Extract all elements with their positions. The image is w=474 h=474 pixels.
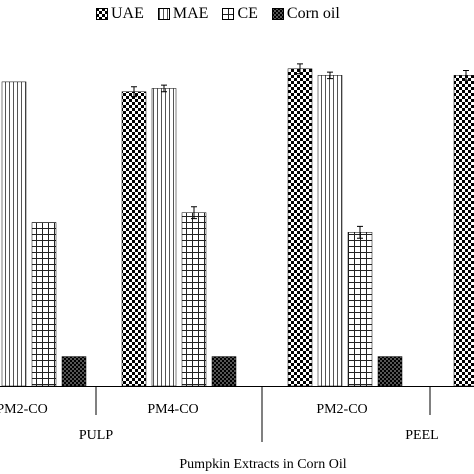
bar-corn-oil-1 xyxy=(211,356,237,387)
bar-uae-1 xyxy=(121,91,147,387)
error-bar xyxy=(191,206,197,220)
x-axis-title: Pumpkin Extracts in Corn Oil xyxy=(179,457,346,472)
legend-label: CE xyxy=(237,5,258,22)
legend-item-1: MAE xyxy=(157,5,209,23)
legend-item-3: Corn oil xyxy=(271,5,340,23)
bar-mae-1 xyxy=(151,88,177,387)
error-bar xyxy=(297,63,303,75)
legend: UAE MAE CE Corn oil xyxy=(96,3,354,25)
legend-label: UAE xyxy=(111,5,144,22)
bar-corn-oil-2 xyxy=(377,356,403,387)
legend-swatch xyxy=(271,8,284,20)
legend-label: MAE xyxy=(172,5,209,22)
bar-ce-0 xyxy=(31,222,57,387)
bar-mae-0 xyxy=(1,81,27,387)
legend-item-0: UAE xyxy=(96,5,144,23)
tick-label: PM4-CO xyxy=(147,402,198,417)
bar-uae-2 xyxy=(287,68,313,387)
tick-label: PM2-CO xyxy=(316,402,367,417)
tick-label: PM2-CO xyxy=(0,402,48,417)
outer-category-label: PULP xyxy=(79,428,113,443)
error-bar xyxy=(161,84,167,93)
legend-label: Corn oil xyxy=(286,5,340,22)
bar-uae-3 xyxy=(453,75,474,387)
error-bar xyxy=(463,69,469,81)
legend-swatch xyxy=(96,8,108,20)
bar-corn-oil-0 xyxy=(61,356,87,387)
bar-mae-2 xyxy=(317,75,343,387)
legend-item-2: CE xyxy=(222,5,258,23)
error-bar xyxy=(327,71,333,80)
bar-ce-2 xyxy=(347,232,373,387)
error-bar xyxy=(357,225,363,239)
error-bar xyxy=(131,86,137,98)
legend-swatch xyxy=(157,8,170,20)
legend-swatch xyxy=(222,8,235,20)
bar-ce-1 xyxy=(181,212,207,387)
outer-category-label: PEEL xyxy=(405,428,438,443)
